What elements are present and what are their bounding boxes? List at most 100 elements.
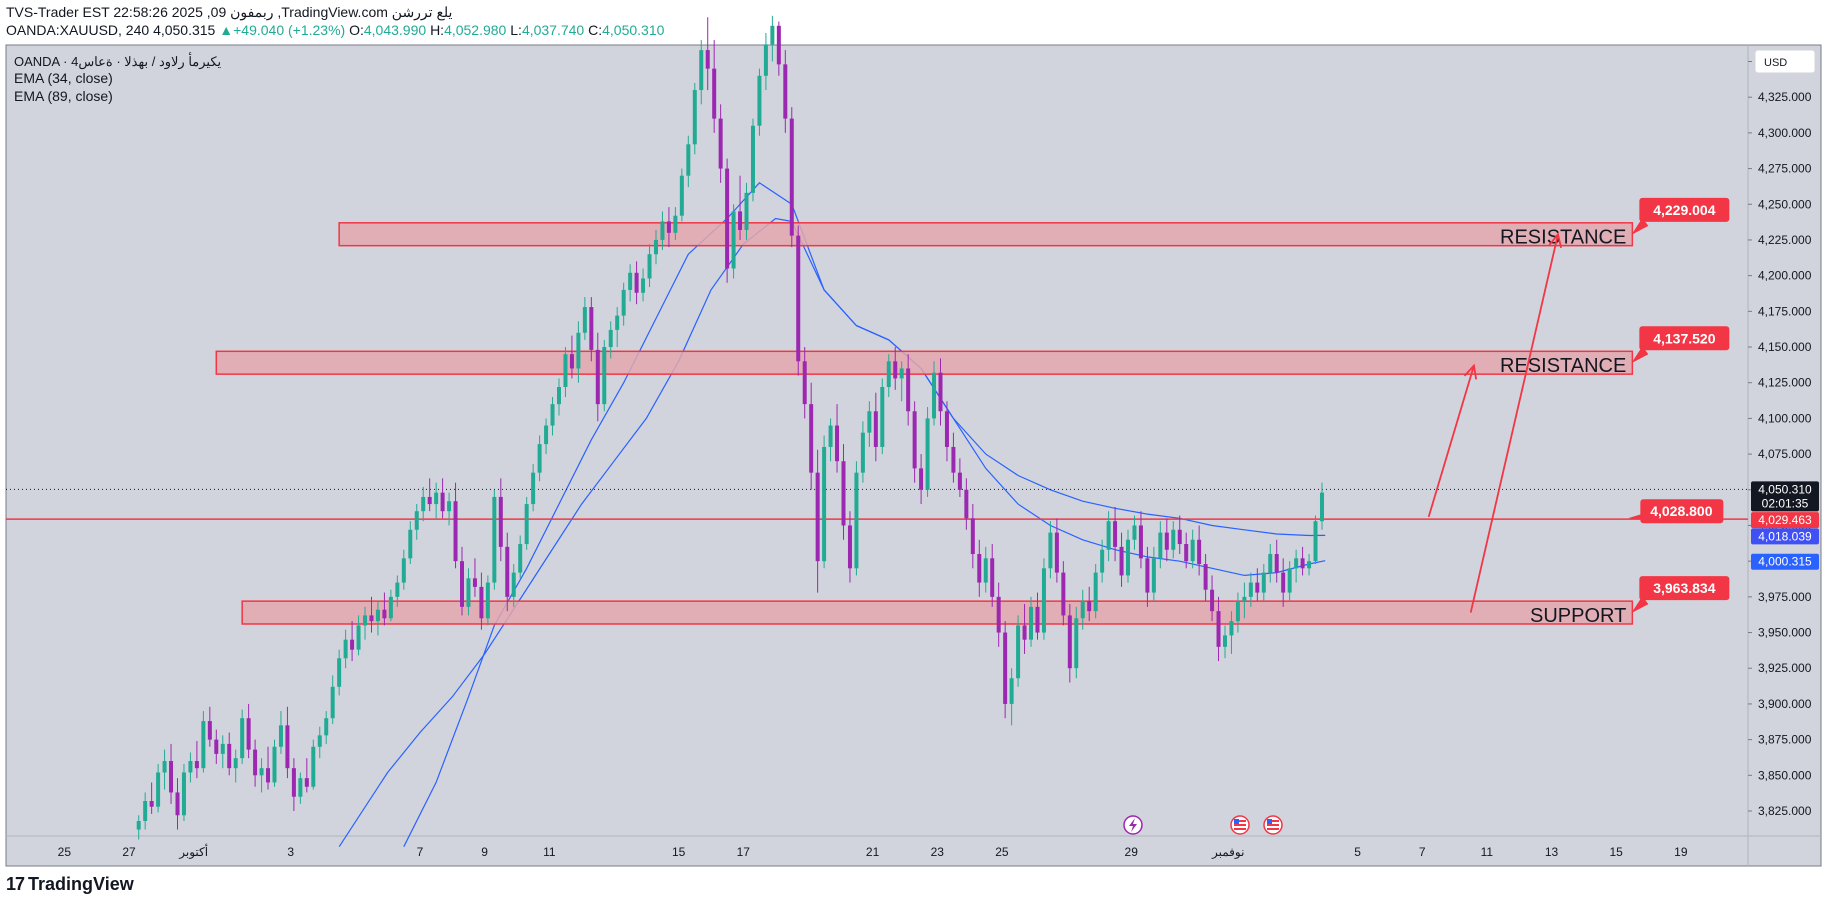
candle bbox=[1106, 511, 1111, 562]
candle bbox=[1080, 589, 1085, 630]
candle bbox=[1003, 621, 1008, 719]
candle-body bbox=[841, 461, 846, 526]
candle bbox=[291, 758, 296, 811]
candle bbox=[1307, 554, 1312, 576]
candle-body bbox=[531, 472, 536, 505]
price-tag-ema89-value: 4,000.315 bbox=[1758, 555, 1812, 569]
candle bbox=[731, 204, 736, 279]
candle bbox=[447, 492, 452, 526]
candle-body bbox=[169, 761, 174, 793]
candle-body bbox=[1067, 615, 1072, 669]
candle bbox=[201, 711, 206, 773]
candle-body bbox=[763, 44, 768, 76]
support-tag-pointer bbox=[1631, 596, 1649, 614]
price-tag-line-box bbox=[1751, 512, 1819, 529]
candle-body bbox=[427, 496, 432, 505]
candle-body bbox=[395, 582, 400, 597]
candle-body bbox=[1248, 582, 1253, 597]
candle bbox=[544, 418, 549, 455]
time-axis[interactable]: 25 27 أكتوبر 3 7 9 11 15 17 21 23 25 29 نوفمبر 5 7 11 13 1… bbox=[58, 844, 1688, 859]
candle-body bbox=[679, 175, 684, 216]
candle bbox=[350, 621, 355, 662]
candle bbox=[1016, 615, 1021, 687]
candle bbox=[1268, 544, 1273, 583]
candle-body bbox=[750, 125, 755, 193]
candle bbox=[1164, 518, 1169, 562]
candle bbox=[434, 482, 439, 519]
candle-body bbox=[595, 349, 600, 405]
candle bbox=[343, 629, 348, 669]
resistance-1-tag-pointer bbox=[1631, 217, 1649, 235]
candle-body bbox=[1222, 635, 1227, 647]
candle bbox=[1119, 532, 1124, 587]
candle bbox=[576, 321, 581, 383]
candle-body bbox=[460, 561, 465, 607]
price-tag-ema89-box bbox=[1751, 553, 1819, 570]
symbol-label[interactable]: OANDA:XAUUSD, 240 bbox=[6, 22, 150, 38]
x-tick-label: 15 bbox=[672, 845, 686, 859]
close-value: 4,050.310 bbox=[602, 22, 665, 38]
candle-body bbox=[951, 446, 956, 473]
currency-button[interactable]: USD bbox=[1754, 49, 1816, 74]
candle bbox=[634, 261, 639, 305]
caption-text: TVS-Trader EST 22:58:26 2025 ,09 ربمفون … bbox=[6, 4, 453, 20]
candle-body bbox=[505, 546, 510, 597]
candle bbox=[214, 729, 219, 764]
candle bbox=[996, 582, 1001, 647]
candle bbox=[899, 361, 904, 402]
candle bbox=[957, 458, 962, 497]
candle bbox=[1113, 506, 1118, 562]
candle-body bbox=[1003, 632, 1008, 704]
ohlc-bar: OANDA:XAUUSD, 240 4,050.315 ▲+49.040 (+1… bbox=[6, 22, 664, 38]
candle bbox=[660, 211, 665, 250]
level-tag-value: 4,028.800 bbox=[1650, 503, 1712, 519]
candle bbox=[460, 546, 465, 616]
candle bbox=[298, 772, 303, 804]
resistance-2-label: RESISTANCE bbox=[1500, 355, 1626, 377]
candle bbox=[317, 726, 322, 759]
us-flag-icon[interactable] bbox=[1230, 815, 1250, 835]
candle-body bbox=[582, 307, 587, 333]
candle bbox=[524, 496, 529, 550]
price-tag-last-box bbox=[1751, 481, 1819, 512]
candle-body bbox=[304, 778, 309, 787]
candle bbox=[809, 382, 814, 490]
up-triangle-icon: ▲ bbox=[219, 22, 234, 38]
tradingview-logo[interactable]: 17 TradingView bbox=[6, 874, 134, 895]
lightning-event-icon[interactable] bbox=[1123, 815, 1143, 835]
x-tick-label: 21 bbox=[866, 845, 880, 859]
candle bbox=[466, 568, 471, 616]
candle bbox=[136, 815, 141, 840]
candle bbox=[860, 421, 865, 483]
candle bbox=[589, 297, 594, 362]
candle bbox=[951, 432, 956, 483]
event-icons[interactable] bbox=[1123, 815, 1283, 835]
candle-body bbox=[1319, 492, 1324, 522]
candle-body bbox=[1235, 601, 1240, 622]
candle-body bbox=[350, 639, 355, 650]
us-flag-icon[interactable] bbox=[1263, 815, 1283, 835]
legend-ema-89[interactable]: EMA (89, close) bbox=[14, 88, 113, 104]
candle-body bbox=[563, 354, 568, 387]
candle-body bbox=[628, 272, 633, 290]
candle-body bbox=[815, 472, 820, 562]
candle bbox=[602, 339, 607, 412]
candle-body bbox=[1093, 572, 1098, 612]
candle-body bbox=[886, 361, 891, 387]
chart-caption: TVS-Trader EST 22:58:26 2025 ,09 ربمفون … bbox=[6, 4, 452, 21]
resistance-2-tag-pointer bbox=[1631, 346, 1649, 364]
candle bbox=[1035, 592, 1040, 640]
low-value: 4,037.740 bbox=[521, 22, 585, 38]
legend-ema-34[interactable]: EMA (34, close) bbox=[14, 70, 113, 86]
resistance-1-tag-value: 4,229.004 bbox=[1653, 202, 1715, 218]
ema-lines bbox=[338, 182, 1326, 848]
candle bbox=[1151, 546, 1156, 602]
candle-body bbox=[932, 372, 937, 419]
candle-body bbox=[970, 518, 975, 555]
candle bbox=[169, 743, 174, 804]
candle-body bbox=[278, 725, 283, 747]
x-tick-label: 7 bbox=[1419, 845, 1426, 859]
candle bbox=[266, 746, 271, 790]
candle-body bbox=[330, 686, 335, 719]
